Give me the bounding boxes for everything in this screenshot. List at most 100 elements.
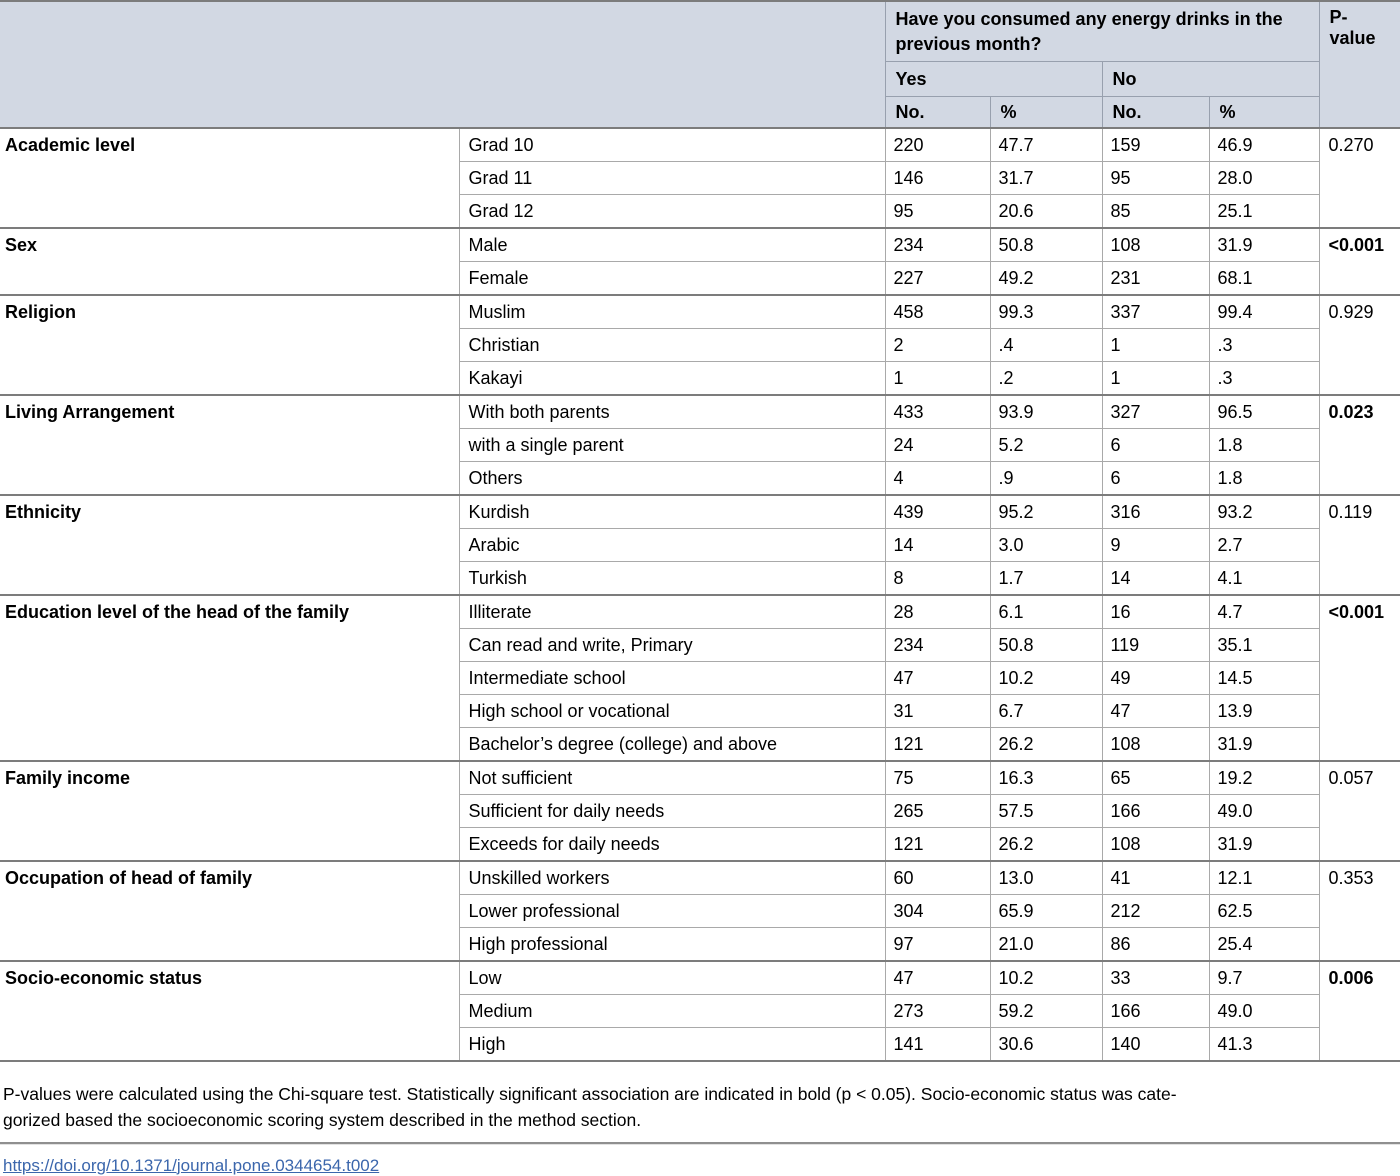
no-count-cell: 108	[1101, 726, 1210, 761]
yes-count-cell: 24	[884, 427, 991, 462]
p-value-cell: <0.001	[1318, 226, 1400, 295]
row-label-cell: Arabic	[458, 527, 886, 562]
no-count-cell: 65	[1101, 759, 1210, 795]
row-label-cell: Low	[458, 959, 886, 995]
yes-percent-cell: .9	[989, 460, 1103, 495]
yes-count-cell: 14	[884, 527, 991, 562]
yes-percent-cell: 13.0	[989, 859, 1103, 895]
table-row: Medium 273 59.2 166 49.0	[0, 993, 1400, 1028]
yes-count-cell: 234	[884, 627, 991, 662]
yes-count-cell: 2	[884, 327, 991, 362]
category-cell: Ethnicity	[0, 493, 460, 595]
table-row: Religion Muslim 458 99.3 337 99.4 0.929	[0, 293, 1400, 395]
yes-percent-cell: 93.9	[989, 393, 1103, 429]
doi-link[interactable]: https://doi.org/10.1371/journal.pone.034…	[3, 1155, 380, 1175]
yes-percent-cell: 6.7	[989, 693, 1103, 728]
yes-percent-cell: 47.7	[989, 126, 1103, 162]
no-count-cell: 95	[1101, 160, 1210, 195]
no-count-cell: 1	[1101, 360, 1210, 395]
table-row: Grad 11 146 31.7 95 28.0	[0, 160, 1400, 195]
no-percent-cell: .3	[1208, 360, 1320, 395]
row-label-cell: Others	[458, 460, 886, 495]
p-value-cell: 0.057	[1318, 759, 1400, 861]
yes-count-cell: 8	[884, 560, 991, 595]
doi-container: https://doi.org/10.1371/journal.pone.034…	[3, 1156, 1398, 1176]
no-percent-cell: 19.2	[1208, 759, 1320, 795]
header-corner-cell	[0, 0, 886, 129]
yes-count-cell: 433	[884, 393, 991, 429]
yes-percent-cell: 50.8	[989, 226, 1103, 262]
table-row: Family income Not sufficient 75 16.3 65 19.2 0…	[0, 759, 1400, 861]
table-row: Grad 12 95 20.6 85 25.1	[0, 193, 1400, 228]
yes-percent-cell: 26.2	[989, 726, 1103, 761]
no-count-cell: 108	[1101, 226, 1210, 262]
yes-percent-cell: 50.8	[989, 627, 1103, 662]
row-label-cell: with a single parent	[458, 427, 886, 462]
no-count-cell: 16	[1101, 593, 1210, 629]
row-label-cell: Female	[458, 260, 886, 295]
yes-percent-cell: 65.9	[989, 893, 1103, 928]
header-yes-percent: %	[989, 96, 1103, 129]
yes-percent-cell: 59.2	[989, 993, 1103, 1028]
row-label-cell: Turkish	[458, 560, 886, 595]
row-label-cell: Grad 11	[458, 160, 886, 195]
no-percent-cell: 14.5	[1208, 660, 1320, 695]
p-value-cell: 0.119	[1318, 493, 1400, 595]
category-cell: Academic level	[0, 126, 460, 228]
table-row: Occupation of head of family Unskilled wo…	[0, 859, 1400, 961]
header-no: No	[1101, 61, 1320, 97]
no-percent-cell: 35.1	[1208, 627, 1320, 662]
yes-percent-cell: 1.7	[989, 560, 1103, 595]
no-count-cell: 316	[1101, 493, 1210, 529]
yes-count-cell: 121	[884, 726, 991, 761]
no-percent-cell: 41.3	[1208, 1026, 1320, 1061]
category-cell: Sex	[0, 226, 460, 295]
footnote-line-1: P-values were calculated using the Chi-s…	[3, 1083, 1177, 1104]
table-row: Lower professional 304 65.9 212 62.5	[0, 893, 1400, 928]
yes-percent-cell: 30.6	[989, 1026, 1103, 1061]
table-row: Ethnicity Kurdish 439 95.2 316 93.2 0.119	[0, 493, 1400, 595]
yes-count-cell: 31	[884, 693, 991, 728]
no-count-cell: 337	[1101, 293, 1210, 329]
no-count-cell: 1	[1101, 327, 1210, 362]
divider-rule	[0, 1141, 1400, 1145]
no-percent-cell: 62.5	[1208, 893, 1320, 928]
yes-percent-cell: 5.2	[989, 427, 1103, 462]
table-body: Academic level Grad 10 220 47.7 159 46.9 0.270…	[0, 126, 1400, 1061]
yes-percent-cell: 16.3	[989, 759, 1103, 795]
table-row: Exceeds for daily needs 121 26.2 108 31.9	[0, 826, 1400, 861]
yes-count-cell: 28	[884, 593, 991, 629]
p-value-cell: 0.270	[1318, 126, 1400, 228]
no-percent-cell: 4.1	[1208, 560, 1320, 595]
table-row: High 141 30.6 140 41.3	[0, 1026, 1400, 1061]
no-percent-cell: 25.1	[1208, 193, 1320, 228]
row-label-cell: Not sufficient	[458, 759, 886, 795]
row-label-cell: High school or vocational	[458, 693, 886, 728]
row-label-cell: Christian	[458, 327, 886, 362]
header-no-count: No.	[1101, 96, 1210, 129]
table-row: Kakayi 1.2 1.3	[0, 360, 1400, 395]
no-count-cell: 6	[1101, 427, 1210, 462]
yes-percent-cell: 6.1	[989, 593, 1103, 629]
header-no-percent: %	[1208, 96, 1320, 129]
category-cell: Socio-economic status	[0, 959, 460, 1061]
yes-count-cell: 458	[884, 293, 991, 329]
no-count-cell: 41	[1101, 859, 1210, 895]
yes-percent-cell: 10.2	[989, 660, 1103, 695]
table-row: Living Arrangement With both parents 433 93…	[0, 393, 1400, 495]
yes-count-cell: 304	[884, 893, 991, 928]
category-cell: Religion	[0, 293, 460, 395]
row-label-cell: Grad 12	[458, 193, 886, 228]
no-count-cell: 47	[1101, 693, 1210, 728]
no-percent-cell: 31.9	[1208, 726, 1320, 761]
yes-count-cell: 121	[884, 826, 991, 861]
yes-percent-cell: 20.6	[989, 193, 1103, 228]
row-label-cell: Intermediate school	[458, 660, 886, 695]
table-row: with a single parent 24 5.2 6 1.8	[0, 427, 1400, 462]
yes-count-cell: 95	[884, 193, 991, 228]
row-label-cell: Lower professional	[458, 893, 886, 928]
row-label-cell: With both parents	[458, 393, 886, 429]
header-pvalue: P-value	[1318, 0, 1400, 129]
no-count-cell: 212	[1101, 893, 1210, 928]
header-yes: Yes	[884, 61, 1103, 97]
